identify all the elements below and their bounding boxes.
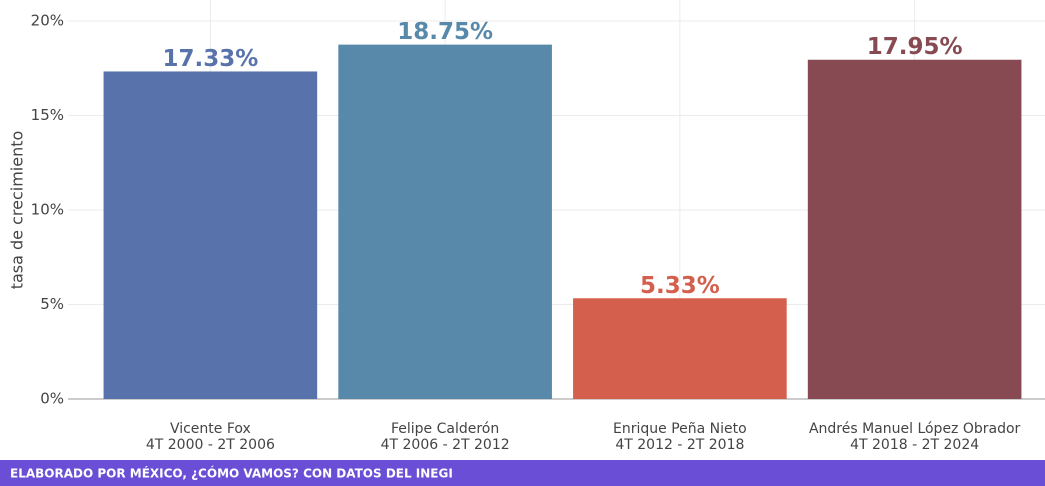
bar (103, 71, 318, 399)
x-tick-label: Enrique Peña Nieto (613, 421, 747, 437)
value-label: 18.75% (397, 19, 493, 45)
x-tick-period: 4T 2012 - 2T 2018 (615, 437, 744, 453)
x-tick-period: 4T 2018 - 2T 2024 (850, 437, 979, 453)
value-label: 5.33% (640, 273, 720, 299)
x-tick-label: Andrés Manuel López Obrador (809, 421, 1021, 437)
y-tick-label: 0% (40, 390, 64, 408)
x-tick-label: Vicente Fox (170, 421, 251, 437)
bar (338, 44, 552, 399)
footer-text: ELABORADO POR MÉXICO, ¿CÓMO VAMOS? CON D… (10, 466, 453, 481)
y-tick-label: 15% (31, 106, 64, 124)
y-axis-label: tasa de crecimiento (8, 131, 27, 290)
bar (573, 298, 787, 399)
y-tick-label: 20% (31, 12, 64, 30)
value-label: 17.95% (867, 34, 963, 60)
y-tick-label: 10% (31, 201, 64, 219)
x-tick-period: 4T 2000 - 2T 2006 (146, 437, 275, 453)
bar (807, 59, 1022, 400)
y-tick-label: 5% (40, 295, 64, 313)
value-label: 17.33% (162, 46, 258, 72)
x-tick-period: 4T 2006 - 2T 2012 (381, 437, 510, 453)
footer-bar (0, 460, 1045, 486)
x-tick-label: Felipe Calderón (391, 421, 499, 437)
